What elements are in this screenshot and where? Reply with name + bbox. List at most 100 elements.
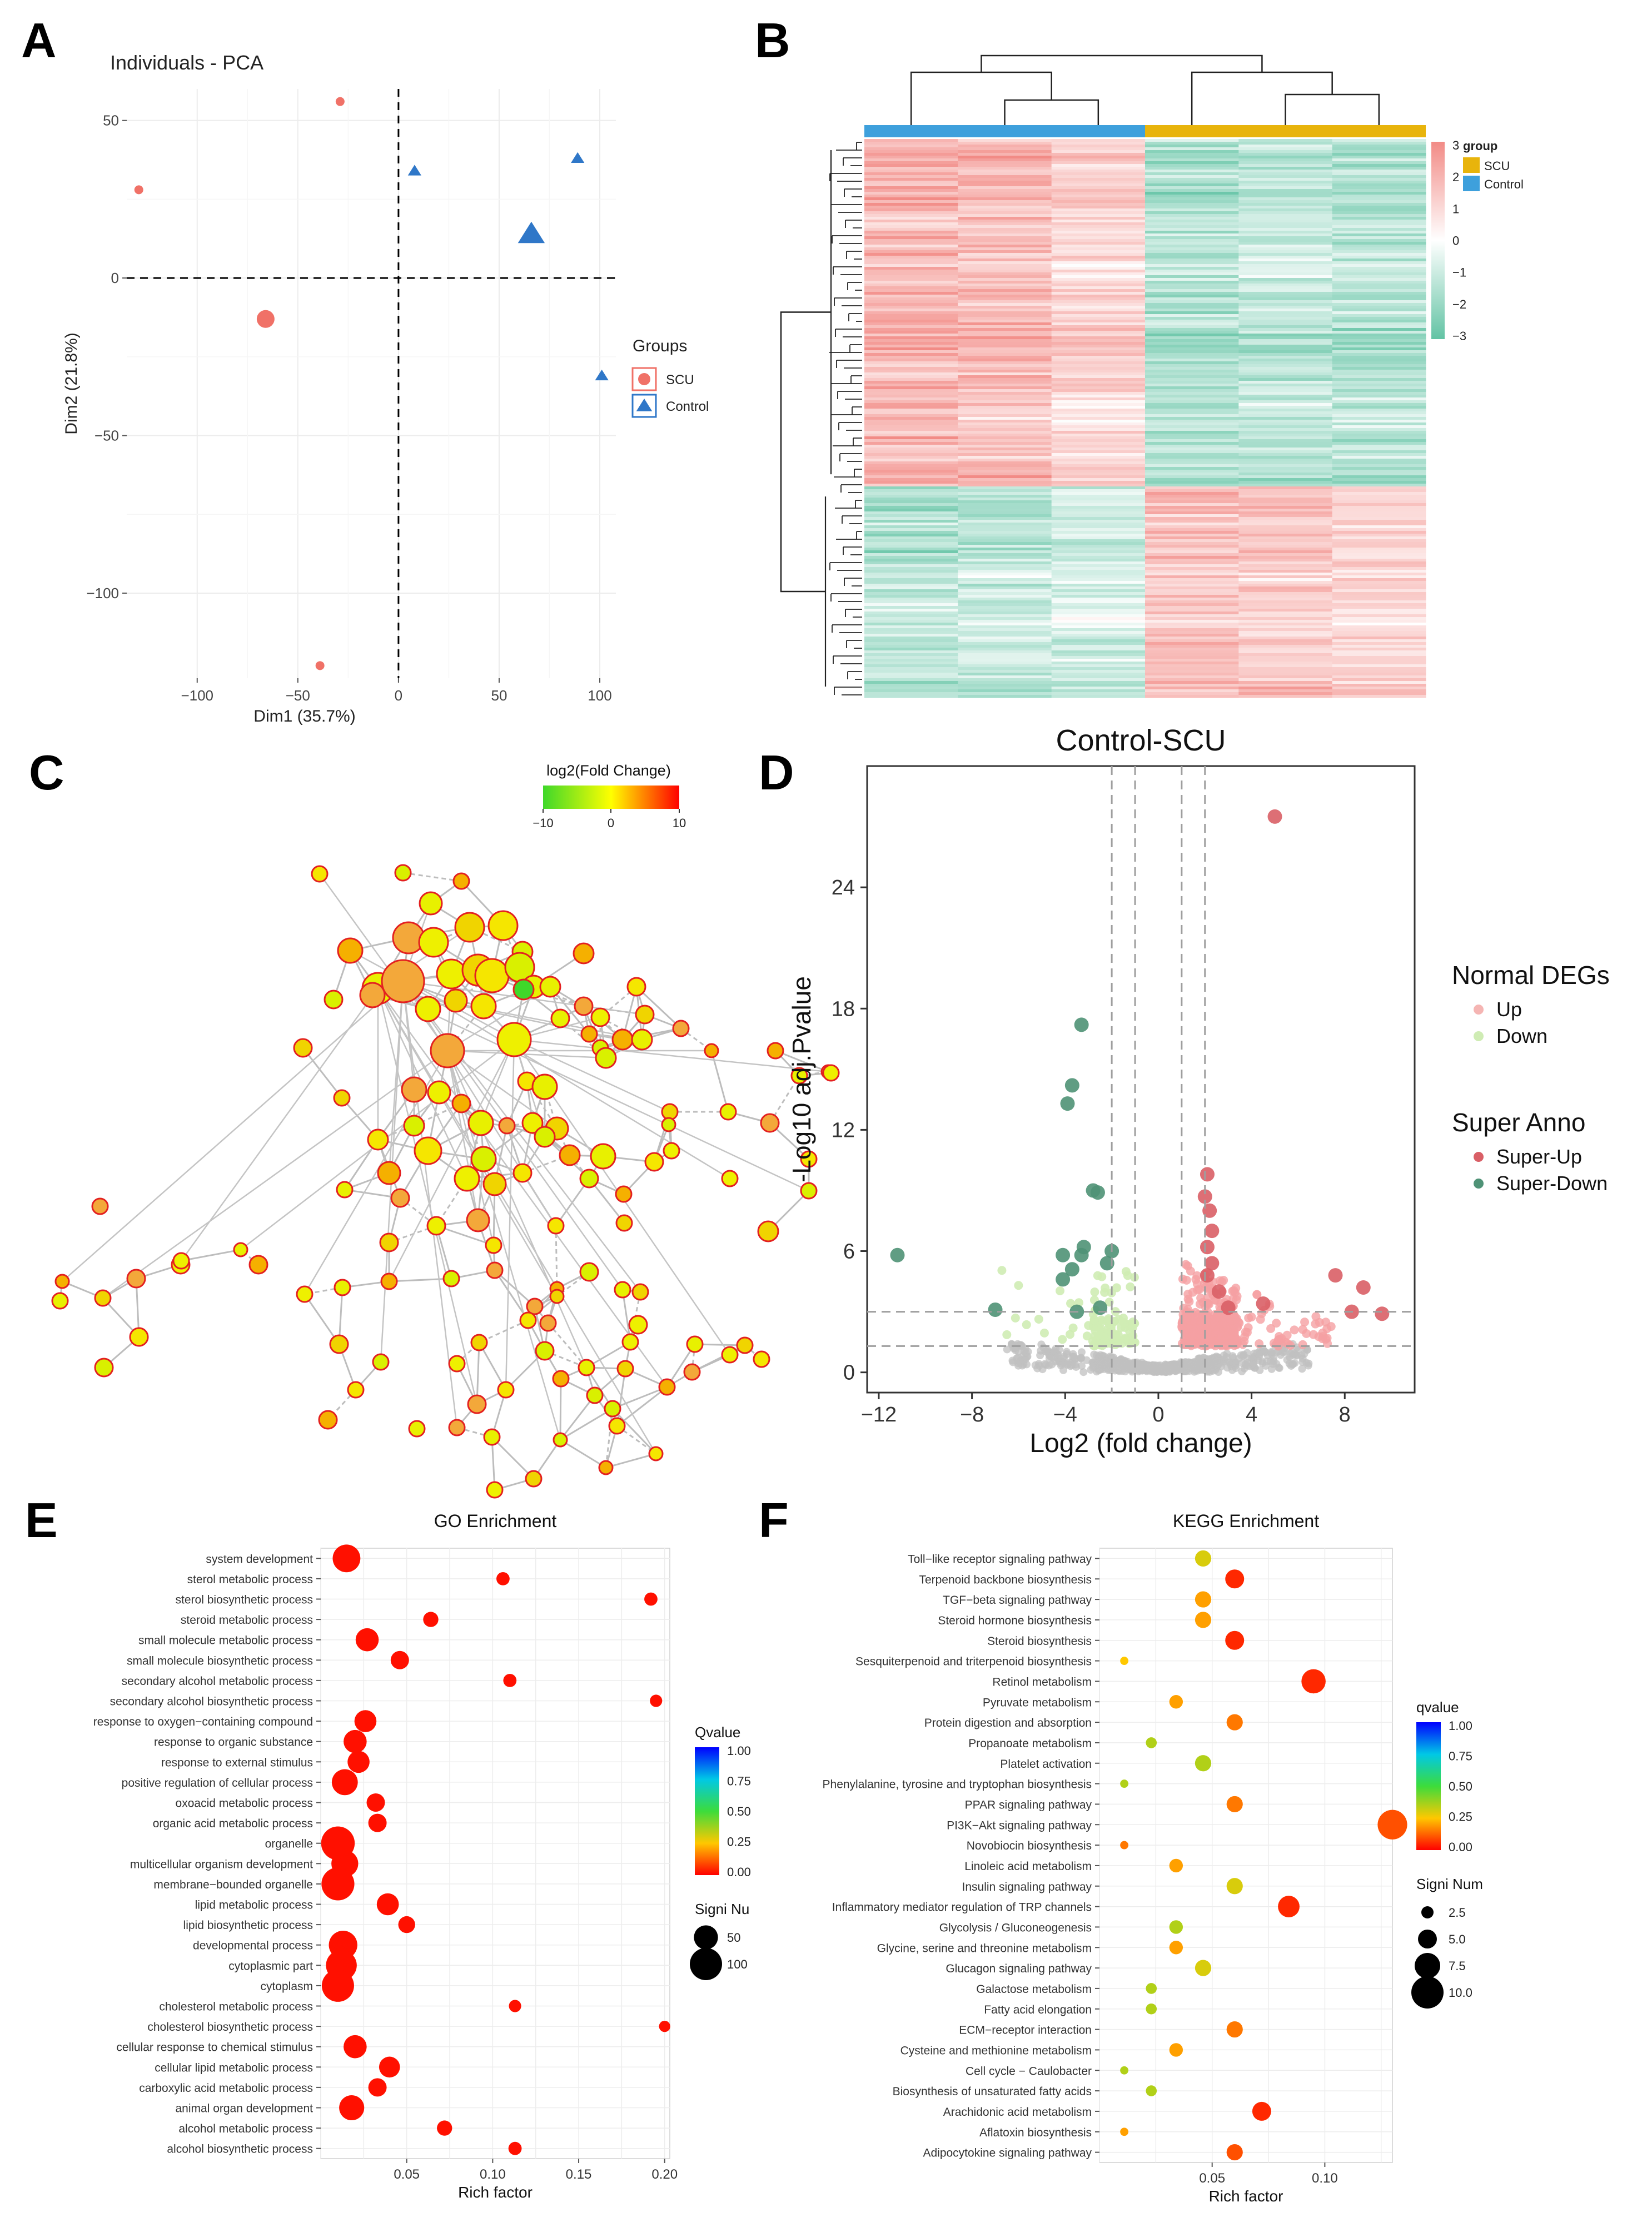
heatmap-cell [864,242,958,245]
heatmap-cell [1332,142,1426,145]
heatmap-cell [864,511,958,515]
network-node [498,1117,516,1135]
enrichment-size-label: 5.0 [1449,1932,1466,1946]
heatmap-cell [1145,397,1239,401]
volcano-point-up [1232,1295,1241,1305]
heatmap-cell [958,186,1052,190]
enrichment-term-label: secondary alcohol metabolic process [122,1675,313,1688]
volcano-point-up [1315,1318,1324,1327]
heatmap-cell [1238,161,1333,165]
heatmap-cell [1051,161,1146,165]
heatmap-cell [1051,256,1146,259]
heatmap-cell [1051,475,1146,479]
heatmap-cell [864,687,958,690]
heatmap-cell [1238,256,1333,259]
heatmap-cell [958,592,1052,595]
heatmap-cell [1145,434,1239,437]
volcano-point-down [1096,1324,1106,1334]
enrichment-term-label: cytoplasmic part [228,1960,313,1972]
heatmap-legend-swatch [1463,157,1480,173]
enrichment-x-axis-label: Rich factor [1209,2188,1283,2205]
heatmap-cell [1145,167,1239,170]
heatmap-cell [1051,195,1146,198]
volcano-point-up [1178,1274,1187,1284]
heatmap-colorbar-label: −2 [1452,297,1466,311]
heatmap-cell [1051,175,1146,178]
heatmap-cell [1332,625,1426,629]
heatmap-cell [958,595,1052,598]
heatmap-cell [1238,178,1333,181]
heatmap-cell [1051,675,1146,679]
heatmap-cell [1145,592,1239,595]
heatmap-cell [1332,614,1426,618]
heatmap-cell [1332,320,1426,323]
heatmap-cell [1238,603,1333,607]
heatmap-cell [1238,170,1333,173]
heatmap-cell [958,145,1052,148]
network-edge [180,988,379,1261]
volcano-legend-label: Super-Up [1496,1145,1582,1168]
heatmap-cell [1332,645,1426,648]
enrichment-dot [1226,1714,1243,1731]
heatmap-cell [1051,353,1146,356]
enrichment-dot [332,1544,361,1573]
heatmap-cell [1238,275,1333,279]
heatmap-cell [958,456,1052,459]
heatmap-cell [958,264,1052,267]
heatmap-cell [1051,614,1146,618]
heatmap-cell [1238,147,1333,151]
heatmap-cell [958,634,1052,637]
heatmap-cell [1145,367,1239,370]
heatmap-cell [1238,397,1333,401]
heatmap-cell [1238,456,1333,459]
heatmap-cell [1145,322,1239,326]
heatmap-cell [1145,500,1239,504]
heatmap-cell [958,381,1052,384]
heatmap-cell [1332,492,1426,495]
heatmap-cell [1145,239,1239,242]
heatmap-cell [1238,489,1333,493]
heatmap-cell [958,478,1052,481]
heatmap-cell [1332,486,1426,490]
heatmap-cell [1051,158,1146,162]
volcano-legend-key [1474,1152,1484,1162]
heatmap-cell [1051,456,1146,459]
network-node [736,1336,754,1354]
heatmap-cell [1145,689,1239,693]
heatmap-cell [864,256,958,259]
heatmap-cell [1238,536,1333,540]
volcano-point-ns [1109,1363,1117,1371]
network-node [129,1327,149,1347]
heatmap-colorbar-label: 1 [1452,202,1459,216]
heatmap-cell [1238,637,1333,640]
heatmap-cell [864,350,958,354]
heatmap-cell [1332,364,1426,367]
volcano-legend-label: Up [1496,998,1522,1021]
heatmap-cell [1238,356,1333,359]
heatmap-cell [1332,695,1426,698]
heatmap-cell [864,306,958,309]
volcano-point-ns [1268,1360,1277,1368]
heatmap-cell [864,145,958,148]
enrichment-term-label: cytoplasm [260,1980,313,1993]
heatmap-cell [1051,183,1146,187]
heatmap-cell [1051,570,1146,573]
volcano-point-down [1112,1283,1121,1293]
heatmap-cell [864,520,958,523]
heatmap-colorbar-label: 0 [1452,234,1459,248]
volcano-point-up [1188,1335,1198,1345]
heatmap-cell [958,200,1052,203]
volcano-point-ns [1228,1352,1237,1360]
enrichment-term-label: Propanoate metabolism [968,1737,1092,1750]
heatmap-cell [1332,245,1426,248]
heatmap-cell [958,517,1052,520]
volcano-point-ns [1286,1349,1295,1358]
heatmap-cell [864,625,958,629]
heatmap-cell [1238,164,1333,167]
heatmap-cell [1051,528,1146,531]
enrichment-term-label: Glycine, serine and threonine metabolism [877,1942,1092,1955]
heatmap-cell [1145,350,1239,354]
heatmap-cell [1145,442,1239,445]
network-edge [605,1453,656,1469]
enrichment-term-label: sterol biosynthetic process [176,1594,313,1607]
